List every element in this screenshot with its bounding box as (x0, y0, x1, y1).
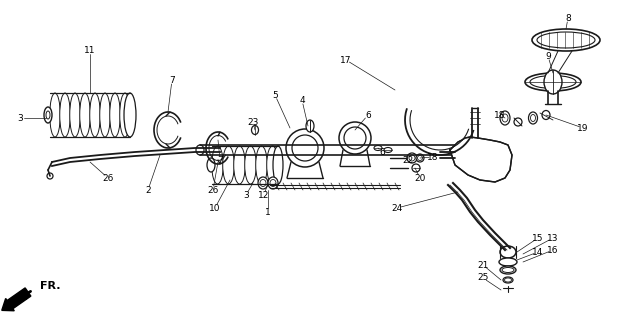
Ellipse shape (502, 268, 514, 273)
Ellipse shape (409, 155, 415, 161)
Text: 4: 4 (299, 95, 305, 105)
Ellipse shape (256, 146, 267, 184)
Text: 18: 18 (427, 153, 438, 162)
Ellipse shape (344, 127, 366, 149)
Ellipse shape (505, 278, 512, 282)
Polygon shape (7, 288, 31, 309)
Ellipse shape (292, 135, 318, 161)
Ellipse shape (270, 180, 276, 187)
Text: 22: 22 (403, 156, 414, 164)
Text: 17: 17 (340, 55, 352, 65)
Ellipse shape (266, 146, 278, 184)
Ellipse shape (50, 93, 60, 137)
Text: 15: 15 (532, 234, 544, 243)
Ellipse shape (223, 146, 234, 184)
Ellipse shape (542, 110, 550, 119)
Ellipse shape (412, 164, 420, 172)
Ellipse shape (234, 146, 245, 184)
Text: 10: 10 (209, 204, 220, 212)
Ellipse shape (46, 111, 50, 119)
Ellipse shape (503, 277, 513, 283)
Ellipse shape (544, 70, 562, 94)
Text: 18: 18 (495, 110, 506, 119)
Ellipse shape (407, 153, 417, 163)
Text: 23: 23 (248, 117, 259, 126)
Text: 25: 25 (478, 274, 489, 283)
Text: 5: 5 (272, 91, 278, 100)
Ellipse shape (120, 93, 130, 137)
Ellipse shape (244, 146, 256, 184)
Text: 16: 16 (547, 245, 559, 254)
Ellipse shape (124, 93, 136, 137)
Text: FR.: FR. (40, 281, 60, 291)
Ellipse shape (384, 148, 392, 153)
Text: 14: 14 (532, 247, 544, 257)
Ellipse shape (537, 32, 595, 48)
Ellipse shape (529, 112, 537, 124)
Ellipse shape (500, 266, 516, 274)
Ellipse shape (472, 150, 488, 165)
Ellipse shape (514, 118, 522, 126)
Text: 21: 21 (478, 260, 489, 269)
Ellipse shape (207, 158, 215, 172)
Ellipse shape (418, 156, 423, 161)
Ellipse shape (212, 146, 223, 184)
Ellipse shape (374, 146, 382, 150)
Text: 9: 9 (545, 52, 551, 60)
Ellipse shape (258, 177, 268, 189)
Ellipse shape (339, 122, 371, 154)
Ellipse shape (110, 93, 120, 137)
Ellipse shape (306, 120, 314, 132)
Polygon shape (450, 137, 512, 182)
Text: 19: 19 (577, 124, 589, 132)
Ellipse shape (416, 154, 424, 162)
Text: 2: 2 (145, 186, 151, 195)
Ellipse shape (500, 111, 510, 125)
Text: 24: 24 (391, 204, 403, 212)
Ellipse shape (532, 29, 600, 51)
Ellipse shape (60, 93, 71, 137)
Ellipse shape (525, 73, 581, 91)
Ellipse shape (286, 129, 324, 167)
Circle shape (47, 173, 53, 179)
Text: 7: 7 (169, 76, 175, 84)
Ellipse shape (530, 76, 576, 89)
Ellipse shape (499, 258, 517, 266)
Ellipse shape (260, 180, 266, 187)
Text: 3: 3 (243, 190, 249, 199)
Ellipse shape (70, 93, 80, 137)
Text: 26: 26 (207, 186, 219, 195)
Ellipse shape (268, 177, 278, 189)
Text: 6: 6 (379, 148, 385, 156)
Text: 26: 26 (102, 173, 113, 182)
Text: 8: 8 (565, 13, 571, 22)
Ellipse shape (500, 246, 516, 258)
Text: 20: 20 (415, 173, 426, 182)
Text: 11: 11 (84, 45, 96, 54)
Ellipse shape (89, 93, 100, 137)
Text: 3: 3 (17, 114, 23, 123)
Ellipse shape (100, 93, 110, 137)
Ellipse shape (196, 145, 204, 155)
Ellipse shape (469, 147, 491, 169)
Text: 12: 12 (258, 190, 270, 199)
Text: 13: 13 (547, 234, 559, 243)
Text: 7: 7 (217, 156, 223, 164)
Ellipse shape (44, 107, 52, 123)
Text: 1: 1 (265, 207, 271, 217)
Polygon shape (2, 299, 14, 311)
Ellipse shape (273, 146, 283, 184)
Ellipse shape (80, 93, 90, 137)
Text: 6: 6 (365, 110, 371, 119)
Ellipse shape (251, 125, 258, 134)
